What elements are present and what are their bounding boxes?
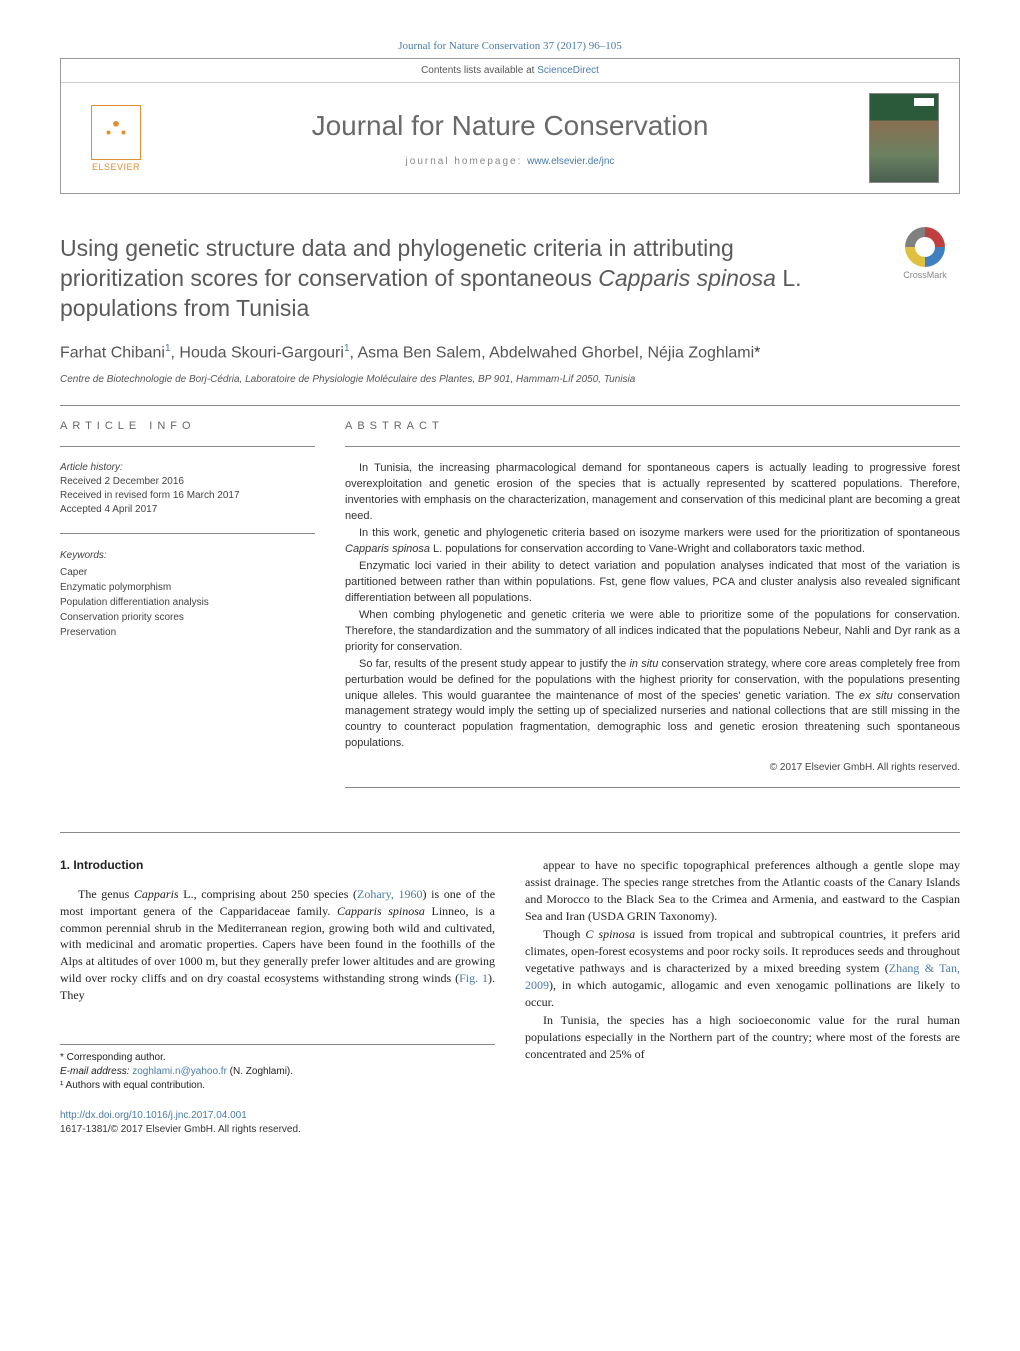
- article-history: Article history: Received 2 December 201…: [60, 461, 315, 517]
- elsevier-label: ELSEVIER: [92, 162, 140, 172]
- body-column-right: appear to have no specific topographical…: [525, 857, 960, 1136]
- equal-contribution-note: ¹ Authors with equal contribution.: [60, 1079, 495, 1093]
- homepage-label: journal homepage:: [406, 156, 528, 167]
- intro-heading: 1. Introduction: [60, 857, 495, 874]
- journal-homepage: journal homepage: www.elsevier.de/jnc: [151, 156, 869, 167]
- footer-info: http://dx.doi.org/10.1016/j.jnc.2017.04.…: [60, 1109, 495, 1137]
- header-top-bar: Contents lists available at ScienceDirec…: [61, 59, 959, 83]
- keyword-item: Enzymatic polymorphism: [60, 580, 315, 595]
- abstract-copyright: © 2017 Elsevier GmbH. All rights reserve…: [345, 762, 960, 773]
- sciencedirect-link[interactable]: ScienceDirect: [537, 65, 599, 76]
- abstract-paragraph: In this work, genetic and phylogenetic c…: [345, 526, 960, 558]
- email-author-name: (N. Zoghlami).: [227, 1066, 293, 1077]
- elsevier-logo: ELSEVIER: [81, 98, 151, 178]
- journal-header: Contents lists available at ScienceDirec…: [60, 58, 960, 194]
- footnotes: * Corresponding author. E-mail address: …: [60, 1044, 495, 1093]
- divider: [60, 405, 960, 406]
- body-paragraph: Though C spinosa is issued from tropical…: [525, 926, 960, 1010]
- keyword-item: Conservation priority scores: [60, 610, 315, 625]
- journal-title: Journal for Nature Conservation: [151, 110, 869, 142]
- journal-cover-thumbnail: [869, 93, 939, 183]
- accepted-date: Accepted 4 April 2017: [60, 503, 315, 517]
- abstract-paragraph: When combing phylogenetic and genetic cr…: [345, 608, 960, 656]
- keywords-title: Keywords:: [60, 548, 315, 563]
- received-date: Received 2 December 2016: [60, 475, 315, 489]
- divider: [345, 446, 960, 447]
- keywords-block: Keywords: CaperEnzymatic polymorphismPop…: [60, 548, 315, 640]
- keyword-item: Caper: [60, 565, 315, 580]
- crossmark-badge[interactable]: CrossMark: [890, 227, 960, 280]
- revised-date: Received in revised form 16 March 2017: [60, 489, 315, 503]
- homepage-link[interactable]: www.elsevier.de/jnc: [527, 156, 614, 167]
- abstract-paragraph: In Tunisia, the increasing pharmacologic…: [345, 461, 960, 525]
- journal-reference: Journal for Nature Conservation 37 (2017…: [60, 40, 960, 52]
- abstract-paragraph: Enzymatic loci varied in their ability t…: [345, 559, 960, 607]
- article-info-label: article info: [60, 420, 315, 432]
- body-paragraph: In Tunisia, the species has a high socio…: [525, 1012, 960, 1062]
- crossmark-icon: [905, 227, 945, 267]
- history-title: Article history:: [60, 461, 315, 475]
- abstract-paragraph: So far, results of the present study app…: [345, 657, 960, 753]
- contents-available-text: Contents lists available at ScienceDirec…: [421, 65, 599, 76]
- authors-list: Farhat Chibani1, Houda Skouri-Gargouri1,…: [60, 342, 960, 365]
- title-species-name: Capparis spinosa: [598, 265, 776, 291]
- divider: [345, 787, 960, 788]
- corresponding-author-note: * Corresponding author.: [60, 1051, 495, 1065]
- email-line: E-mail address: zoghlami.n@yahoo.fr (N. …: [60, 1065, 495, 1079]
- keyword-item: Population differentiation analysis: [60, 595, 315, 610]
- email-label: E-mail address:: [60, 1066, 132, 1077]
- divider: [60, 533, 315, 534]
- crossmark-label: CrossMark: [890, 270, 960, 280]
- keyword-item: Preservation: [60, 625, 315, 640]
- body-paragraph: The genus Capparis L., comprising about …: [60, 886, 495, 1004]
- abstract-label: abstract: [345, 420, 960, 432]
- author-email-link[interactable]: zoghlami.n@yahoo.fr: [132, 1066, 227, 1077]
- contents-label: Contents lists available at: [421, 65, 537, 76]
- abstract-text: In Tunisia, the increasing pharmacologic…: [345, 461, 960, 752]
- issn-copyright: 1617-1381/© 2017 Elsevier GmbH. All righ…: [60, 1124, 301, 1135]
- article-title: Using genetic structure data and phyloge…: [60, 234, 960, 324]
- divider: [60, 832, 960, 833]
- affiliation: Centre de Biotechnologie de Borj-Cédria,…: [60, 374, 960, 385]
- doi-link[interactable]: http://dx.doi.org/10.1016/j.jnc.2017.04.…: [60, 1110, 247, 1121]
- divider: [60, 446, 315, 447]
- elsevier-tree-icon: [91, 105, 141, 160]
- body-column-left: 1. Introduction The genus Capparis L., c…: [60, 857, 495, 1136]
- body-paragraph: appear to have no specific topographical…: [525, 857, 960, 924]
